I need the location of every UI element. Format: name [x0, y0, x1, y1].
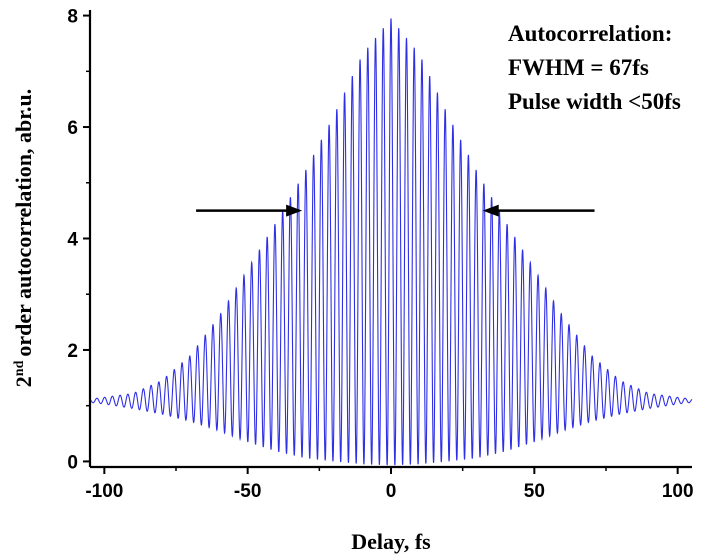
y-tick-label: 0 — [67, 452, 78, 473]
fwhm-arrows — [196, 204, 595, 217]
x-ticks: -100 -50 0 50 100 — [85, 467, 694, 502]
y-axis-title-prefix: 2 — [11, 376, 36, 387]
x-tick-label: 0 — [386, 481, 397, 502]
x-tick-label: 100 — [662, 481, 694, 502]
y-tick-label: 4 — [67, 230, 78, 251]
x-axis-title: Delay, fs — [351, 529, 431, 554]
x-tick-label: 50 — [524, 481, 545, 502]
annotation-line-1: Autocorrelation: — [508, 21, 672, 46]
autocorrelation-trace — [89, 18, 693, 466]
y-axis-title: 2nd order autocorrelation, abr.u. — [11, 89, 36, 387]
x-tick-label: -50 — [234, 481, 261, 502]
annotation-block: Autocorrelation: FWHM = 67fs Pulse width… — [508, 21, 681, 114]
y-axis-title-superscript: nd — [12, 360, 27, 376]
x-tick-label: -100 — [85, 481, 123, 502]
y-axis-title-suffix: order autocorrelation, abr.u. — [11, 89, 36, 357]
plot-area — [89, 18, 693, 466]
y-tick-label: 2 — [67, 341, 78, 362]
annotation-line-2: FWHM = 67fs — [508, 55, 649, 80]
right-fwhm-arrow-head — [482, 204, 499, 217]
y-tick-label: 6 — [67, 118, 78, 139]
y-ticks: 0 2 4 6 8 — [67, 7, 90, 473]
y-tick-label: 8 — [67, 7, 78, 28]
left-fwhm-arrow-head — [286, 204, 303, 217]
annotation-line-3: Pulse width <50fs — [508, 89, 681, 114]
